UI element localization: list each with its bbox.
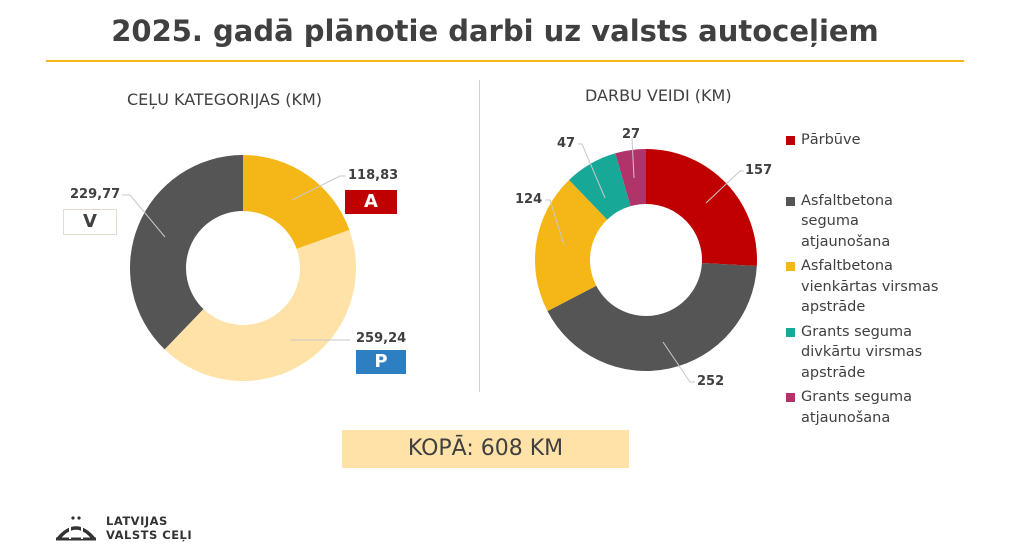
logo: LATVIJAS VALSTS CEĻI (56, 514, 192, 542)
label-p: 259,24 (356, 331, 407, 346)
legend-item: Asfaltbetona seguma atjaunošana (786, 191, 951, 253)
donut-slice-work-2 (535, 180, 608, 312)
logo-line1: LATVIJAS (106, 514, 168, 528)
badge-a: A (345, 190, 397, 214)
legend-item: Asfaltbetona vienkārtas virsmas apstrāde (786, 256, 951, 318)
donut-slice-category-0 (243, 155, 350, 249)
legend-item: Grants seguma divkārtu virsmas apstrāde (786, 322, 951, 384)
legend-swatch (786, 262, 795, 271)
badge-p: P (356, 350, 406, 374)
label-grants-atj: 27 (622, 127, 641, 142)
legend-label: Asfaltbetona seguma atjaunošana (801, 192, 893, 250)
legend-swatch (786, 327, 795, 337)
legend-swatch (786, 393, 795, 402)
legend-label: Grants seguma atjaunošana (801, 389, 913, 426)
right-chart-title: DARBU VEIDI (KM) (585, 86, 732, 105)
left-chart-title: CEĻU KATEGORIJAS (KM) (127, 90, 323, 109)
legend-label: Pārbūve (801, 132, 861, 148)
title-underline (46, 60, 964, 62)
legend-label: Asfaltbetona vienkārtas virsmas apstrāde (801, 258, 939, 315)
total-box: KOPĀ: 608 KM (342, 430, 629, 468)
divider (479, 80, 480, 392)
label-grants-divk: 47 (557, 136, 576, 151)
donut-slice-work-1 (547, 263, 757, 371)
logo-bridge-icon (56, 516, 96, 541)
legend-swatch (786, 136, 795, 145)
label-v: 229,77 (70, 187, 121, 202)
right-donut (535, 149, 757, 371)
logo-line2: VALSTS CEĻI (106, 528, 193, 542)
legend-label: Grants seguma divkārtu virsmas apstrāde (801, 323, 923, 381)
legend-swatch (786, 196, 795, 206)
label-a: 118,83 (348, 168, 399, 183)
label-parbuve: 157 (745, 163, 773, 178)
label-asfalt-atj: 252 (697, 374, 725, 389)
page-title: 2025. gadā plānotie darbi uz valsts auto… (111, 14, 879, 48)
donut-slice-work-0 (646, 149, 757, 267)
legend: Pārbūve Asfaltbetona seguma atjaunošana … (786, 130, 951, 432)
donut-slice-work-4 (615, 149, 646, 207)
label-asfalt-vienk: 124 (515, 192, 543, 207)
leader-lines (122, 137, 744, 383)
legend-item: Grants seguma atjaunošana (786, 387, 951, 428)
legend-item: Pārbūve (786, 130, 951, 151)
badge-v: V (63, 209, 117, 235)
donut-slice-category-2 (130, 155, 243, 350)
left-donut (130, 155, 357, 382)
donut-slice-category-1 (164, 230, 357, 382)
